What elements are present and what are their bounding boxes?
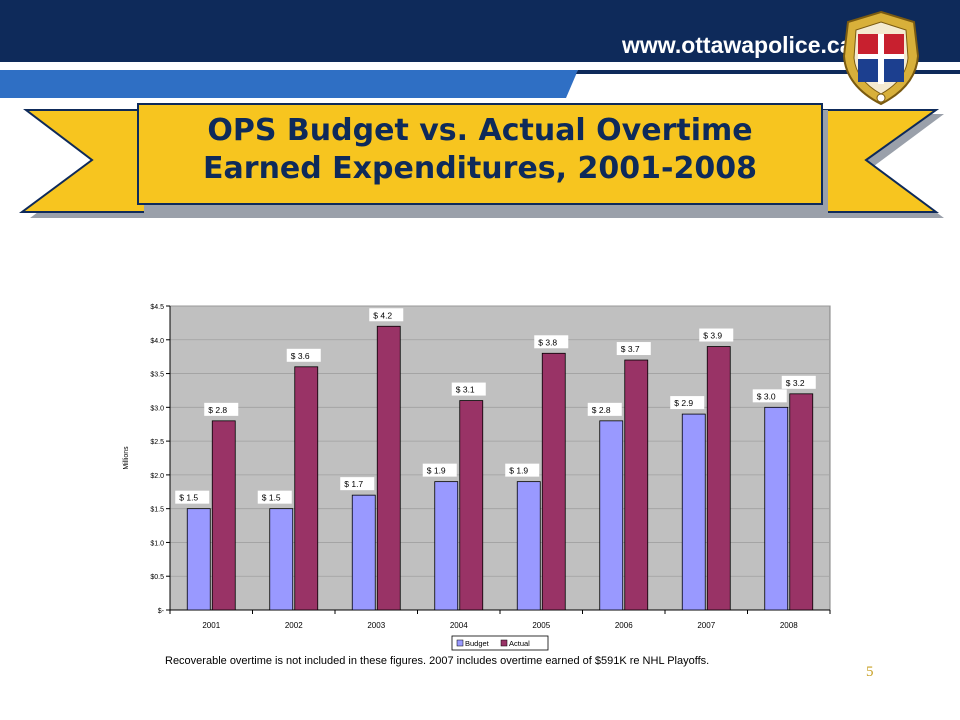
legend-label: Actual — [509, 639, 530, 648]
data-label-box — [781, 375, 816, 389]
data-label-box — [369, 308, 404, 322]
y-tick-label: $1.0 — [150, 540, 164, 547]
data-label-box — [616, 342, 651, 356]
data-label-box — [587, 402, 622, 416]
x-tick-label: 2007 — [697, 621, 715, 630]
y-tick-label: $2.0 — [150, 473, 164, 480]
data-label: $ 3.7 — [621, 344, 640, 354]
data-label: $ 3.9 — [703, 331, 722, 341]
data-label-box — [175, 490, 210, 504]
budget-bar — [186, 508, 211, 611]
actual-bar — [459, 400, 484, 611]
budget-bar — [516, 481, 541, 611]
data-label: $ 3.6 — [291, 351, 310, 361]
y-tick-label: $- — [158, 608, 165, 615]
actual-bar — [789, 393, 814, 611]
data-label-box — [451, 382, 486, 396]
actual-bar — [541, 352, 566, 611]
x-tick-label: 2004 — [450, 621, 468, 630]
data-label: $ 1.5 — [179, 493, 198, 503]
actual-bar — [211, 420, 236, 611]
x-tick-label: 2002 — [285, 621, 303, 630]
title-line-1: OPS Budget vs. Actual Overtime — [207, 113, 753, 148]
header-bar — [0, 0, 960, 62]
data-label: $ 2.8 — [592, 405, 611, 415]
data-label-box — [422, 463, 457, 477]
slide-title: OPS Budget vs. Actual Overtime Earned Ex… — [140, 112, 820, 188]
y-tick-label: $1.5 — [150, 507, 164, 514]
x-tick-label: 2006 — [615, 621, 633, 630]
data-label: $ 1.7 — [344, 479, 363, 489]
legend — [451, 635, 549, 651]
overtime-bar-chart: $- $0.5 $1.0 $1.5 $2.0 $2.5 $3.0 $3.5 $4.0 $4.5 Mi… — [123, 304, 831, 651]
data-label: $ 3.1 — [456, 385, 475, 395]
data-label: $ 1.5 — [262, 493, 281, 503]
data-label: $ 2.8 — [208, 405, 227, 415]
ottawa-police-crest-icon — [842, 10, 920, 106]
data-label-box — [534, 335, 569, 349]
title-ribbon — [18, 103, 944, 218]
x-tick-label: 2005 — [532, 621, 550, 630]
x-tick-label: 2001 — [202, 621, 220, 630]
y-tick-label: $3.5 — [150, 372, 164, 379]
legend-label: Budget — [465, 639, 490, 648]
data-label-box — [699, 328, 734, 342]
page-number: 5 — [866, 664, 874, 680]
y-tick-label: $4.5 — [150, 304, 164, 311]
budget-bar — [434, 481, 459, 611]
budget-bar — [764, 406, 789, 611]
data-label: $ 3.0 — [757, 391, 776, 401]
data-label-box — [204, 402, 239, 416]
budget-bar — [599, 420, 624, 611]
actual-bar — [294, 366, 319, 611]
data-label-box — [752, 389, 787, 403]
website-url[interactable]: www.ottawapolice.ca — [622, 32, 853, 58]
data-label-box — [670, 396, 705, 410]
y-tick-label: $2.5 — [150, 439, 164, 446]
title-line-2: Earned Expenditures, 2001-2008 — [203, 151, 757, 186]
data-label: $ 3.2 — [786, 378, 805, 388]
data-label-box — [286, 348, 321, 362]
y-tick-label: $0.5 — [150, 574, 164, 581]
data-label: $ 4.2 — [373, 310, 392, 320]
data-label-box — [505, 463, 540, 477]
budget-bar — [269, 508, 294, 611]
x-tick-label: 2008 — [780, 621, 798, 630]
data-label: $ 1.9 — [427, 466, 446, 476]
plot-area — [169, 305, 831, 611]
legend-swatch — [456, 639, 464, 647]
actual-bar — [376, 325, 401, 611]
data-label-box — [257, 490, 292, 504]
x-tick-label: 2003 — [367, 621, 385, 630]
data-label: $ 1.9 — [509, 466, 528, 476]
actual-bar — [624, 359, 649, 611]
data-label: $ 3.8 — [538, 337, 557, 347]
data-label-box — [340, 477, 375, 491]
actual-bar — [706, 346, 731, 611]
data-label: $ 2.9 — [674, 398, 693, 408]
footnote: Recoverable overtime is not included in … — [165, 655, 710, 667]
y-axis-label: Millions — [123, 446, 130, 470]
legend-swatch — [500, 639, 508, 647]
budget-bar — [351, 494, 376, 611]
budget-bar — [681, 413, 706, 611]
y-tick-label: $3.0 — [150, 405, 164, 412]
y-tick-label: $4.0 — [150, 338, 164, 345]
